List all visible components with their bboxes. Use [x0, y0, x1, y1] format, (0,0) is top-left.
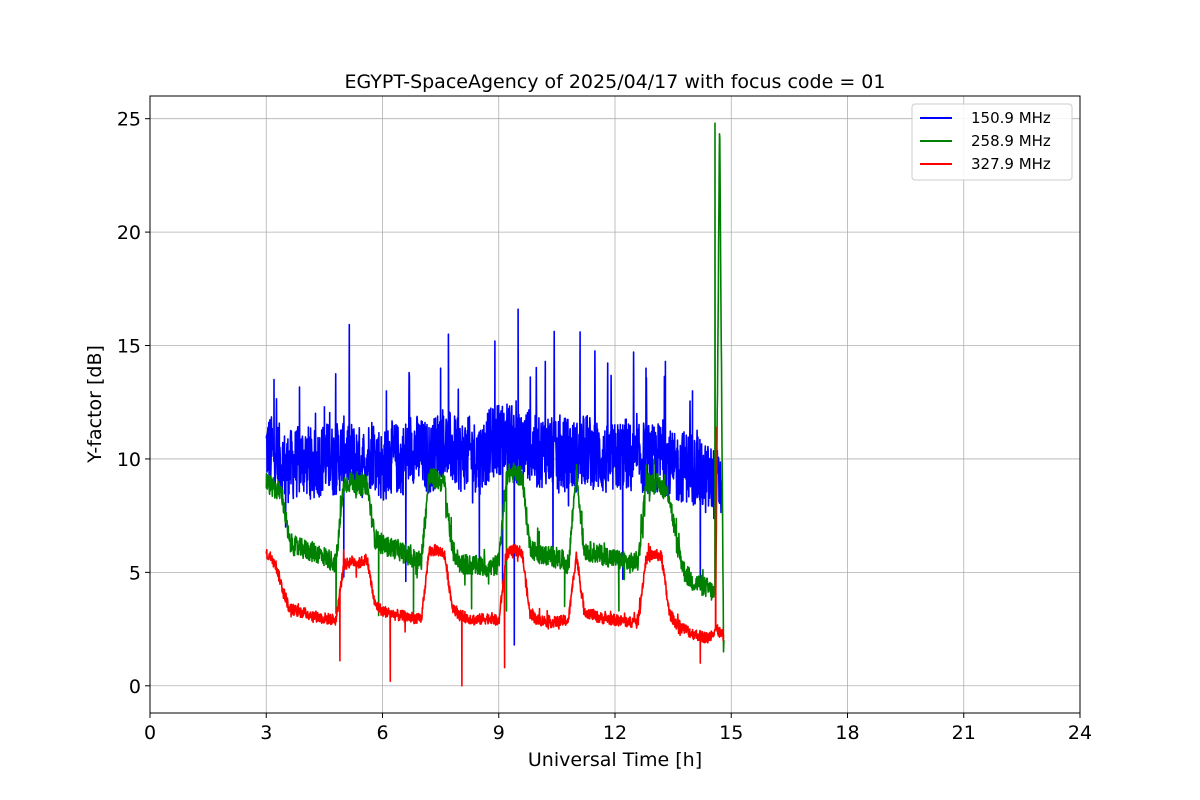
legend-label: 150.9 MHz: [971, 109, 1051, 127]
y-tick-label: 5: [129, 562, 141, 584]
x-tick-label: 9: [493, 722, 505, 744]
series-line-1: [265, 122, 725, 653]
y-tick-label: 0: [129, 676, 141, 698]
x-tick-label: 24: [1068, 722, 1092, 744]
y-tick-label: 15: [117, 336, 141, 358]
x-tick-label: 3: [260, 722, 272, 744]
x-tick-label: 21: [952, 722, 976, 744]
y-tick-label: 10: [117, 449, 141, 471]
series-line-0: [265, 308, 723, 646]
y-tick-label: 20: [117, 222, 141, 244]
series-line-2: [265, 426, 725, 687]
legend-label: 258.9 MHz: [971, 132, 1051, 150]
x-tick-label: 15: [719, 722, 743, 744]
y-tick-label: 25: [117, 109, 141, 131]
legend-box: [911, 103, 1073, 181]
plot-area: [265, 122, 725, 687]
x-tick-label: 0: [144, 722, 156, 744]
chart-title: EGYPT-SpaceAgency of 2025/04/17 with foc…: [345, 71, 886, 93]
x-tick-label: 12: [603, 722, 627, 744]
y-axis-label: Y-factor [dB]: [84, 345, 106, 464]
axes: 0 3 6 9 12 15 18 21 24 0 5 10 15 20 25: [117, 95, 1092, 744]
x-axis-label: Universal Time [h]: [528, 749, 702, 771]
x-tick-label: 6: [376, 722, 388, 744]
legend-label: 327.9 MHz: [971, 155, 1051, 173]
x-tick-label: 18: [835, 722, 859, 744]
legend: 150.9 MHz 258.9 MHz 327.9 MHz: [911, 103, 1073, 181]
